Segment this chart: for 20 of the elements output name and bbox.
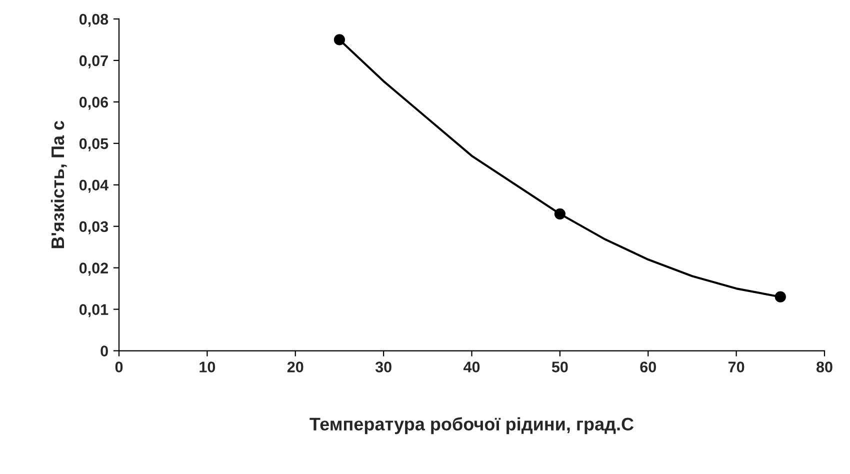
x-tick-label: 0 [115, 362, 123, 372]
y-tick-label: 0,01 [79, 304, 108, 318]
y-tick-label: 0,05 [79, 138, 108, 152]
x-tick-label: 30 [375, 362, 392, 372]
y-axis-title: В'язкість, Па с [50, 120, 67, 248]
y-tick-label: 0,02 [79, 262, 108, 276]
x-tick-label: 60 [640, 362, 656, 372]
y-tick-label: 0,03 [79, 221, 108, 234]
x-tick-label: 20 [287, 362, 304, 372]
y-tick-label: 0,04 [79, 180, 109, 193]
x-tick-label: 50 [552, 362, 568, 372]
y-tick-label: 0,07 [79, 55, 108, 68]
x-tick-label: 70 [728, 362, 744, 372]
y-tick-label: 0,08 [79, 14, 108, 27]
x-tick-label: 10 [200, 362, 216, 372]
x-tick-label: 40 [463, 362, 480, 372]
x-axis-title: Температура робочої рідини, град.С [310, 417, 634, 434]
x-tick-label: 80 [816, 362, 832, 372]
y-tick-label: 0,06 [79, 96, 108, 110]
y-tick-label: 0 [100, 346, 108, 356]
